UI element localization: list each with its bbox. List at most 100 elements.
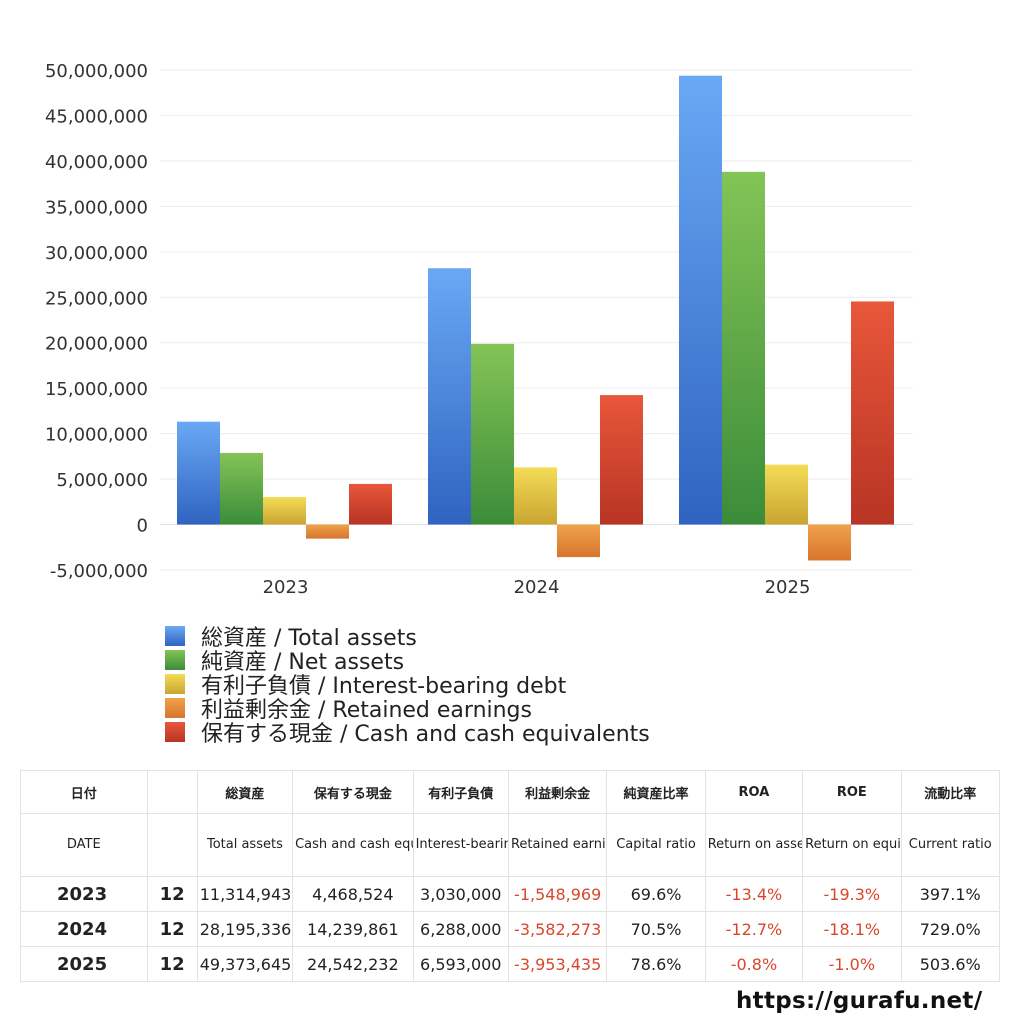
bar [679, 75, 722, 525]
bar [306, 524, 349, 539]
bar-chart: -5,000,000 0 5,000,000 10,000,000 15,000,000… [45, 61, 913, 598]
bar [514, 467, 557, 525]
table-header-jp: 日付 総資産 保有する現金 有利子負債 利益剰余金 純資産比率 ROA ROE … [20, 770, 1001, 814]
header-total-assets-jp: 総資産 [196, 770, 294, 814]
cell-current-ratio: 503.6% [900, 946, 1001, 982]
y-tick-label: -5,000,000 [50, 561, 148, 582]
header-roe-jp: ROE [802, 770, 902, 814]
legend-label: 純資産 / Net assets [201, 650, 405, 675]
cell-debt: 6,593,000 [412, 946, 509, 982]
header-date-en: DATE [20, 813, 148, 877]
legend-item: 総資産 / Total assets [165, 624, 650, 651]
x-tick-label: 2023 [263, 577, 309, 598]
header-roa-jp: ROA [704, 770, 804, 814]
bar [600, 395, 643, 525]
header-debt-en: Interest-bearing debt [412, 813, 509, 877]
header-debt-jp: 有利子負債 [412, 770, 509, 814]
cell-year: 2024 [20, 911, 148, 947]
y-tick-label: 20,000,000 [45, 334, 148, 355]
y-tick-label: 10,000,000 [45, 425, 148, 446]
legend-swatch [165, 650, 185, 670]
cell-debt: 6,288,000 [412, 911, 509, 947]
y-tick-label: 50,000,000 [45, 61, 148, 82]
table-header-en: DATE Total assets Cash and cash equivale… [20, 813, 1001, 877]
bar [851, 301, 894, 525]
cell-total-assets: 11,314,943 [196, 876, 294, 912]
site-url[interactable]: https://gurafu.net/ [736, 988, 983, 1014]
bar [263, 497, 306, 525]
cell-retained: -1,548,969 [507, 876, 608, 912]
bar [471, 343, 514, 525]
y-tick-label: 25,000,000 [45, 288, 148, 309]
cell-roa: -12.7% [704, 911, 804, 947]
legend-label: 総資産 / Total assets [201, 626, 417, 651]
legend-label: 有利子負債 / Interest-bearing debt [201, 674, 567, 699]
legend-item: 有利子負債 / Interest-bearing debt [165, 672, 650, 699]
legend-swatch [165, 626, 185, 646]
cell-roa: -0.8% [704, 946, 804, 982]
x-tick-label: 2025 [765, 577, 811, 598]
bar [722, 171, 765, 525]
header-current-ratio-jp: 流動比率 [900, 770, 1001, 814]
header-roa-en: Return on assets [704, 813, 804, 877]
cell-total-assets: 49,373,645 [196, 946, 294, 982]
header-roe-en: Return on equity [802, 813, 902, 877]
cell-total-assets: 28,195,336 [196, 911, 294, 947]
table-row: 2023 12 11,314,943 4,468,524 3,030,000 -… [20, 876, 1001, 912]
header-retained-en: Retained earnings [507, 813, 608, 877]
cell-roe: -18.1% [802, 911, 902, 947]
header-cash-en: Cash and cash equivalents [292, 813, 414, 877]
cell-roe: -1.0% [802, 946, 902, 982]
cell-capital-ratio: 69.6% [606, 876, 706, 912]
y-tick-label: 35,000,000 [45, 197, 148, 218]
cell-retained: -3,582,273 [507, 911, 608, 947]
cell-current-ratio: 729.0% [900, 911, 1001, 947]
cell-cash: 14,239,861 [292, 911, 414, 947]
bar [808, 524, 851, 561]
cell-month: 12 [146, 946, 198, 982]
cell-roe: -19.3% [802, 876, 902, 912]
bar [349, 483, 392, 525]
bar [428, 268, 471, 525]
cell-capital-ratio: 78.6% [606, 946, 706, 982]
legend-label: 保有する現金 / Cash and cash equivalents [201, 722, 650, 747]
header-total-assets-en: Total assets [196, 813, 294, 877]
header-retained-jp: 利益剰余金 [507, 770, 608, 814]
cell-cash: 4,468,524 [292, 876, 414, 912]
bar [177, 421, 220, 525]
cell-debt: 3,030,000 [412, 876, 509, 912]
legend-swatch [165, 722, 185, 742]
cell-year: 2025 [20, 946, 148, 982]
table-row: 2025 12 49,373,645 24,542,232 6,593,000 … [20, 946, 1001, 982]
table-row: 2024 12 28,195,336 14,239,861 6,288,000 … [20, 911, 1001, 947]
header-date-jp: 日付 [20, 770, 148, 814]
bar [765, 464, 808, 525]
legend-item: 保有する現金 / Cash and cash equivalents [165, 720, 650, 747]
legend-swatch [165, 698, 185, 718]
header-month-jp [146, 770, 198, 814]
legend-swatch [165, 674, 185, 694]
y-tick-label: 30,000,000 [45, 243, 148, 264]
header-cash-jp: 保有する現金 [292, 770, 414, 814]
legend-item: 純資産 / Net assets [165, 648, 650, 675]
y-tick-label: 5,000,000 [56, 470, 148, 491]
cell-cash: 24,542,232 [292, 946, 414, 982]
cell-year: 2023 [20, 876, 148, 912]
header-capital-ratio-jp: 純資産比率 [606, 770, 706, 814]
cell-roa: -13.4% [704, 876, 804, 912]
y-tick-label: 45,000,000 [45, 106, 148, 127]
bar [557, 524, 600, 558]
y-tick-label: 0 [137, 516, 148, 537]
header-current-ratio-en: Current ratio [900, 813, 1001, 877]
cell-current-ratio: 397.1% [900, 876, 1001, 912]
header-capital-ratio-en: Capital ratio [606, 813, 706, 877]
y-tick-label: 15,000,000 [45, 379, 148, 400]
cell-month: 12 [146, 911, 198, 947]
header-month-en [146, 813, 198, 877]
cell-capital-ratio: 70.5% [606, 911, 706, 947]
x-tick-label: 2024 [514, 577, 560, 598]
legend-item: 利益剰余金 / Retained earnings [165, 696, 650, 723]
chart-legend: 総資産 / Total assets 純資産 / Net assets 有利子負債 … [165, 624, 650, 747]
legend-label: 利益剰余金 / Retained earnings [201, 698, 532, 723]
y-tick-label: 40,000,000 [45, 152, 148, 173]
